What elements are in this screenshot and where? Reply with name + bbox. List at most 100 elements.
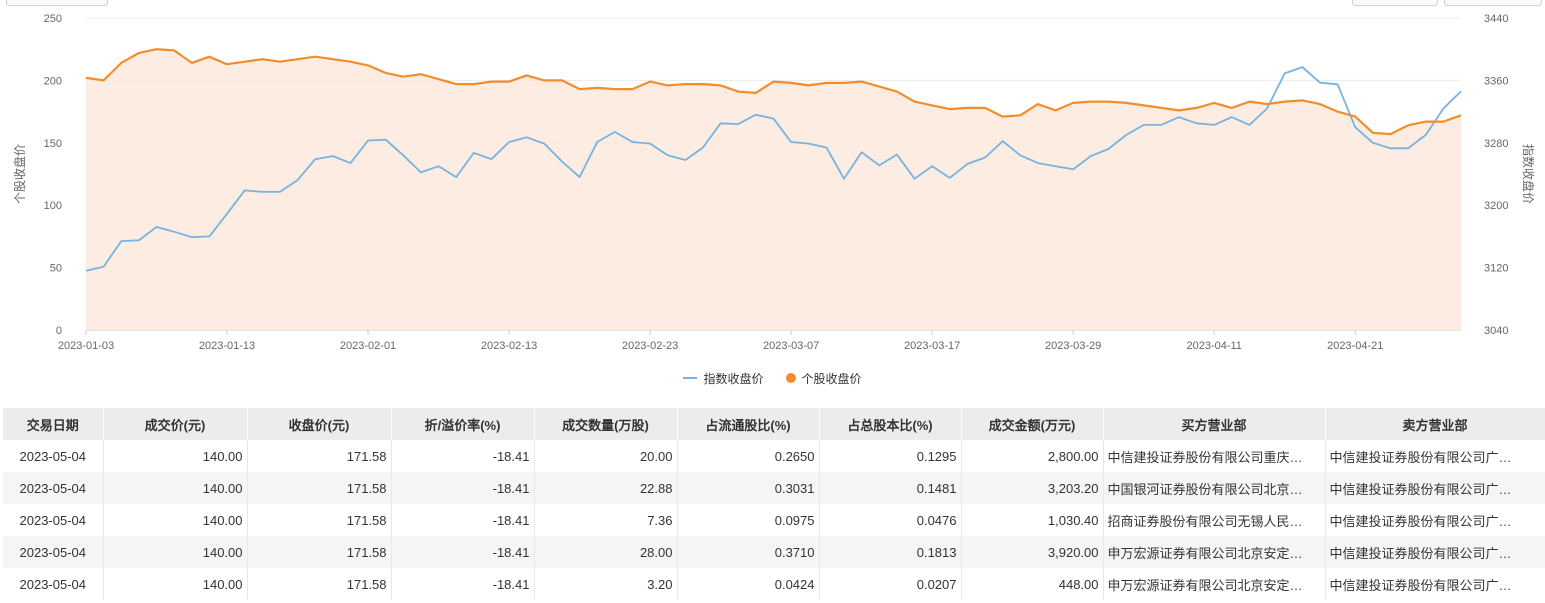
x-tick-label: 2023-03-07 [763,340,819,352]
cell-total-ratio: 0.0476 [819,504,962,536]
dual-axis-line-chart: 0 3040 50 3120 100 3200 150 3280 200 3360 250 3440 2… [12,13,1536,352]
cell-premium-rate: -18.41 [391,536,535,568]
cell-premium-rate: -18.41 [391,440,535,472]
cell-amount: 448.00 [961,568,1104,600]
x-tick-label: 2023-03-29 [1045,340,1101,352]
cell-premium-rate: -18.41 [391,472,535,504]
cell-buyer[interactable]: 中国银河证券股份有限公司北京… [1103,472,1326,504]
cell-total-ratio: 0.1481 [819,472,962,504]
y-left-tick-label: 0 [56,325,62,337]
area-layer [86,49,1461,330]
cell-float-ratio: 0.3031 [677,472,820,504]
y-left-tick-label: 200 [44,75,62,87]
block-trade-table: 交易日期 成交价(元) 收盘价(元) 折/溢价率(%) 成交数量(万股) 占流通… [3,408,1545,600]
cell-seller[interactable]: 中信建投证券股份有限公司广… [1325,568,1545,600]
axis-layer: 0 3040 50 3120 100 3200 150 3280 200 3360 250 3440 2… [44,13,1509,352]
table-row: 2023-05-04 140.00 171.58 -18.41 22.88 0.… [3,472,1545,504]
y-left-tick-label: 250 [44,13,62,25]
top-right-button-2[interactable] [1444,0,1542,6]
x-tick-label: 2023-02-01 [340,340,396,352]
cell-close-price: 171.58 [247,472,392,504]
cell-date: 2023-05-04 [3,504,104,536]
cell-buyer[interactable]: 招商证券股份有限公司无锡人民… [1103,504,1326,536]
x-tick-label: 2023-01-13 [199,340,255,352]
cell-date: 2023-05-04 [3,472,104,504]
cell-volume: 3.20 [534,568,678,600]
y-right-tick-label: 3120 [1484,263,1508,275]
cell-volume: 7.36 [534,504,678,536]
cell-total-ratio: 0.1295 [819,440,962,472]
table-row: 2023-05-04 140.00 171.58 -18.41 7.36 0.0… [3,504,1545,536]
table-row: 2023-05-04 140.00 171.58 -18.41 3.20 0.0… [3,568,1545,600]
col-header-date[interactable]: 交易日期 [3,408,104,440]
cell-seller[interactable]: 中信建投证券股份有限公司广… [1325,472,1545,504]
y-right-tick-label: 3040 [1484,325,1508,337]
col-header-close-price[interactable]: 收盘价(元) [247,408,392,440]
legend-item-stock[interactable]: 个股收盘价 [785,368,862,388]
top-right-button-1[interactable] [1352,0,1438,6]
cell-premium-rate: -18.41 [391,504,535,536]
y-left-tick-label: 150 [44,138,62,150]
legend-label-index: 指数收盘价 [703,371,764,386]
x-tick-label: 2023-03-17 [904,340,960,352]
cell-total-ratio: 0.0207 [819,568,962,600]
cell-volume: 28.00 [534,536,678,568]
cell-deal-price: 140.00 [103,440,248,472]
table-row: 2023-05-04 140.00 171.58 -18.41 28.00 0.… [3,536,1545,568]
legend-dot-marker [785,373,796,383]
col-header-buyer[interactable]: 买方营业部 [1103,408,1326,440]
col-header-deal-price[interactable]: 成交价(元) [103,408,248,440]
cell-close-price: 171.58 [247,568,392,600]
legend-line-marker [683,377,698,379]
legend-item-index[interactable]: 指数收盘价 [683,368,764,388]
y-right-axis-title: 指数收盘价 [1521,144,1536,204]
cell-float-ratio: 0.0424 [677,568,820,600]
cell-total-ratio: 0.1813 [819,536,962,568]
y-right-tick-label: 3200 [1484,200,1508,212]
cell-date: 2023-05-04 [3,440,104,472]
y-left-tick-label: 100 [44,200,62,212]
table-header-row: 交易日期 成交价(元) 收盘价(元) 折/溢价率(%) 成交数量(万股) 占流通… [3,408,1545,440]
cell-volume: 20.00 [534,440,678,472]
cell-seller[interactable]: 中信建投证券股份有限公司广… [1325,440,1545,472]
top-toolbar-strip [0,0,1545,6]
col-header-amount[interactable]: 成交金额(万元) [961,408,1104,440]
y-right-tick-label: 3360 [1484,75,1508,87]
x-tick-label: 2023-02-13 [481,340,537,352]
cell-buyer[interactable]: 申万宏源证券有限公司北京安定… [1103,536,1326,568]
col-header-premium-rate[interactable]: 折/溢价率(%) [391,408,535,440]
cell-seller[interactable]: 中信建投证券股份有限公司广… [1325,536,1545,568]
series-line-index [85,66,1462,272]
x-tick-label: 2023-04-21 [1327,340,1383,352]
y-left-tick-label: 50 [50,263,62,275]
top-left-button[interactable] [6,0,108,6]
cell-amount: 1,030.40 [961,504,1104,536]
cell-amount: 3,203.20 [961,472,1104,504]
table-row: 2023-05-04 140.00 171.58 -18.41 20.00 0.… [3,440,1545,472]
cell-date: 2023-05-04 [3,536,104,568]
series-line-stock [85,48,1462,136]
y-left-axis-title: 个股收盘价 [12,144,27,204]
col-header-seller[interactable]: 卖方营业部 [1325,408,1545,440]
cell-premium-rate: -18.41 [391,568,535,600]
cell-deal-price: 140.00 [103,536,248,568]
cell-deal-price: 140.00 [103,568,248,600]
chart-legend: 指数收盘价 个股收盘价 [0,368,1545,388]
cell-seller[interactable]: 中信建投证券股份有限公司广… [1325,504,1545,536]
cell-amount: 2,800.00 [961,440,1104,472]
col-header-total-ratio[interactable]: 占总股本比(%) [819,408,962,440]
cell-float-ratio: 0.3710 [677,536,820,568]
cell-float-ratio: 0.2650 [677,440,820,472]
cell-amount: 3,920.00 [961,536,1104,568]
y-right-tick-label: 3280 [1484,138,1508,150]
col-header-volume[interactable]: 成交数量(万股) [534,408,678,440]
x-tick-label: 2023-02-23 [622,340,678,352]
stock-area-fill [86,49,1461,330]
col-header-float-ratio[interactable]: 占流通股比(%) [677,408,820,440]
x-tick-label: 2023-01-03 [58,340,114,352]
cell-float-ratio: 0.0975 [677,504,820,536]
cell-buyer[interactable]: 中信建投证券股份有限公司重庆… [1103,440,1326,472]
cell-close-price: 171.58 [247,536,392,568]
cell-close-price: 171.58 [247,440,392,472]
cell-buyer[interactable]: 申万宏源证券有限公司北京安定… [1103,568,1326,600]
